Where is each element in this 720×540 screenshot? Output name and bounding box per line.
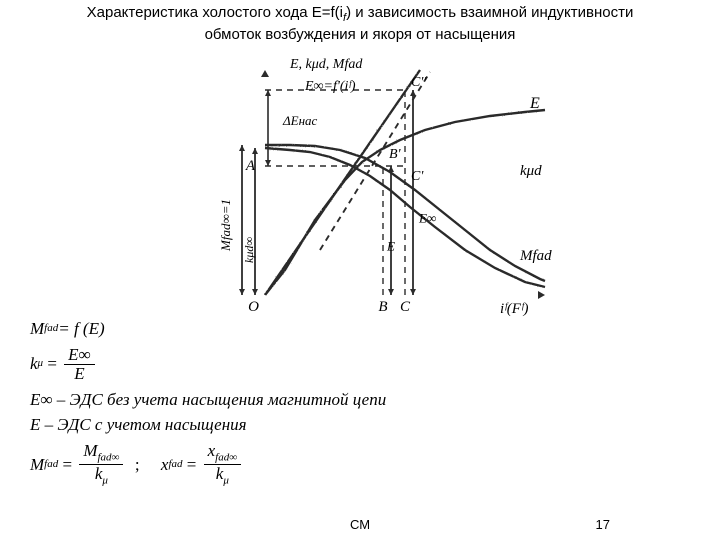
svg-text:iᶠ(Fᶠ): iᶠ(Fᶠ) <box>500 301 529 317</box>
svg-text:Mfad∞=1: Mfad∞=1 <box>218 199 233 252</box>
num-xfadinf: xfad∞ <box>204 442 241 465</box>
svg-text:A: A <box>245 158 256 174</box>
svg-text:C'': C'' <box>411 75 427 90</box>
num-Einf: E∞ <box>64 346 95 365</box>
sub-fad2: fad <box>44 459 58 471</box>
svg-text:E: E <box>529 95 540 112</box>
den-kmu1: kμ <box>79 465 123 487</box>
title-part2: обмоток возбуждения и якоря от насыщения <box>205 26 516 43</box>
formula-Mfad-xfad: Mfad = Mfad∞ kμ ; xfad = xfad∞ kμ <box>30 442 690 487</box>
svg-text:E∞=f'(iᶠ): E∞=f'(iᶠ) <box>304 79 356 94</box>
line-Einf-desc: E∞ – ЭДС без учета насыщения магнитной ц… <box>30 391 690 409</box>
sym-x: x <box>161 456 169 474</box>
sep: ; <box>126 456 160 474</box>
sub-fad: fad <box>44 323 58 335</box>
formula-Mfad-fE: M fad = f (E) <box>30 320 690 338</box>
numMsub: fad∞ <box>98 452 120 464</box>
svg-text:E: E <box>386 239 395 254</box>
svg-text:B: B <box>378 299 387 315</box>
f1-tail: = f (E) <box>58 320 104 338</box>
sym-M2: M <box>30 456 44 474</box>
svg-text:kμd: kμd <box>520 163 542 179</box>
page-title: Характеристика холостого хода E=f(if) и … <box>30 4 690 45</box>
num-Mfadinf: Mfad∞ <box>79 442 123 465</box>
sub-xfad: fad <box>168 459 182 471</box>
numx: x <box>208 441 216 460</box>
txt-line4: E – ЭДС с учетом насыщения <box>30 416 247 434</box>
svg-text:Mfad: Mfad <box>519 248 552 264</box>
frac-xfad: xfad∞ kμ <box>204 442 241 487</box>
svg-text:kμd∞: kμd∞ <box>242 237 256 263</box>
sym-k: k <box>30 355 38 373</box>
txt-line3: E∞ – ЭДС без учета насыщения магнитной ц… <box>30 391 386 409</box>
line-E-desc: E – ЭДС с учетом насыщения <box>30 416 690 434</box>
formula-kmu: kμ = E∞ E <box>30 346 690 383</box>
svg-text:C': C' <box>411 169 424 184</box>
svg-text:B': B' <box>389 147 402 162</box>
semi: ; <box>135 455 140 474</box>
title-part1-tail: ) и зависимость взаимной индуктивности <box>346 4 633 21</box>
frac-Einf-E: E∞ E <box>64 346 95 383</box>
numxsub: fad∞ <box>215 452 237 464</box>
page-number: 17 <box>596 517 610 532</box>
eq2: = <box>58 456 76 474</box>
svg-text:C: C <box>400 299 411 315</box>
denmu2: μ <box>223 475 229 487</box>
frac-Mfad: Mfad∞ kμ <box>79 442 123 487</box>
svg-text:ΔEнас: ΔEнас <box>282 113 318 128</box>
footer-label: СМ <box>0 517 720 532</box>
eq3: = <box>183 456 201 474</box>
eq: = <box>43 355 61 373</box>
numM: M <box>83 441 97 460</box>
den-E: E <box>64 365 95 383</box>
title-part1: Характеристика холостого хода E=f(i <box>87 4 343 21</box>
formula-block: M fad = f (E) kμ = E∞ E E∞ – ЭДС без уче… <box>30 320 690 495</box>
svg-text:O: O <box>248 299 259 315</box>
den-kmu2: kμ <box>204 465 241 487</box>
svg-text:E, kμd, Mfad: E, kμd, Mfad <box>289 57 363 72</box>
svg-text:E∞: E∞ <box>418 211 436 226</box>
denmu: μ <box>102 475 108 487</box>
sym-M: M <box>30 320 44 338</box>
saturation-diagram: E, kμd, Mfad iᶠ(Fᶠ) O A BC B' C' C'' Ekμd Mfad E∞=… <box>190 50 560 320</box>
